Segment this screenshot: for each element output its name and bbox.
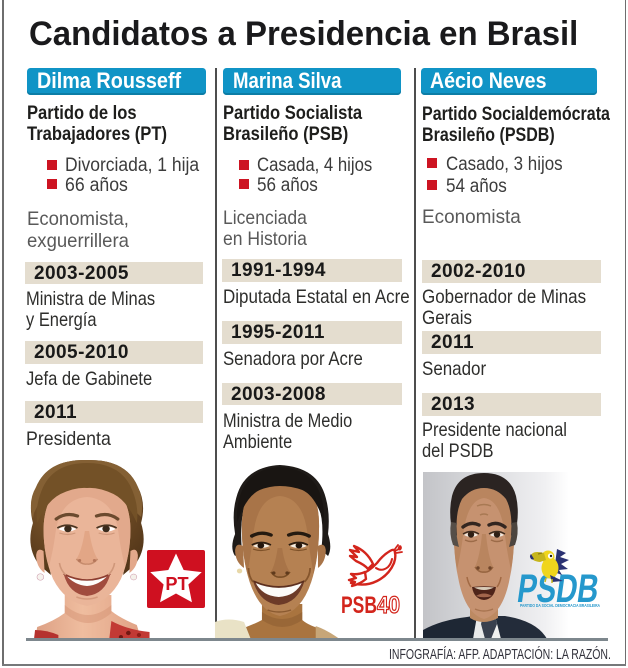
svg-text:PT: PT [165, 574, 188, 594]
svg-text:PARTIDO DA SOCIAL DEMOCRACIA B: PARTIDO DA SOCIAL DEMOCRACIA BRASILEIRA [520, 603, 601, 608]
svg-text:PSB: PSB [341, 592, 377, 616]
svg-text:40: 40 [377, 592, 400, 616]
